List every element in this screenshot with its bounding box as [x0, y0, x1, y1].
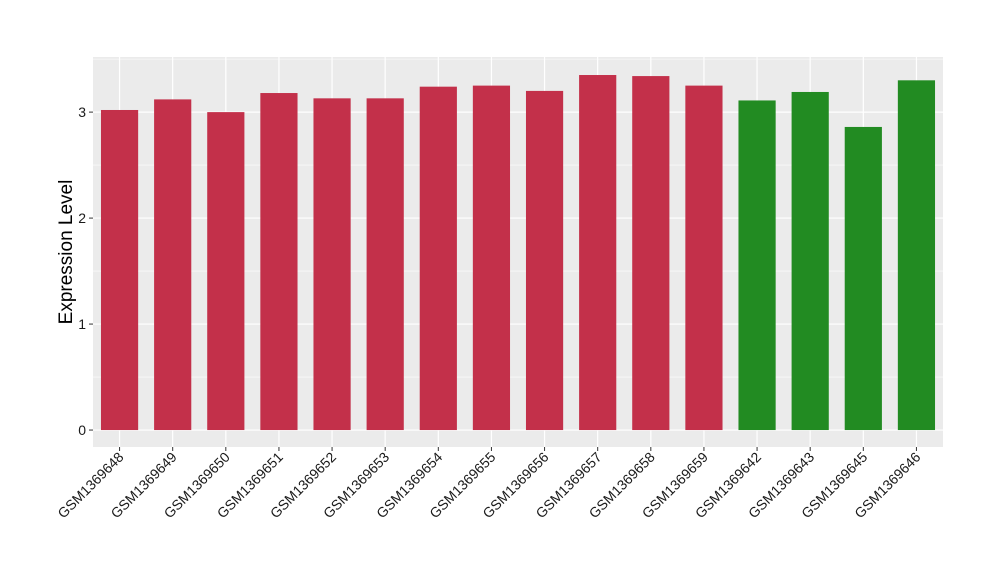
bar [207, 112, 245, 431]
bar [154, 99, 192, 431]
bar [100, 109, 139, 431]
x-axis: GSM1369648GSM1369649GSM1369650GSM1369651… [54, 447, 924, 521]
bar [313, 98, 351, 431]
bar [472, 85, 511, 431]
y-tick-label: 3 [78, 104, 86, 120]
bar [419, 86, 457, 431]
y-tick-label: 2 [78, 210, 86, 226]
bar [366, 98, 404, 431]
bar [579, 75, 617, 431]
y-tick-label: 1 [78, 316, 86, 332]
bar [738, 100, 776, 431]
bar [791, 91, 829, 431]
bar [685, 85, 723, 431]
bar [260, 93, 298, 431]
y-axis: 0 1 2 3 [78, 104, 93, 438]
bars [100, 75, 936, 431]
bar [632, 76, 670, 431]
bar [844, 126, 882, 431]
y-tick-label: 0 [78, 422, 86, 438]
bar [897, 80, 936, 431]
bar [525, 90, 564, 431]
y-axis-title: Expression Level [56, 180, 77, 325]
